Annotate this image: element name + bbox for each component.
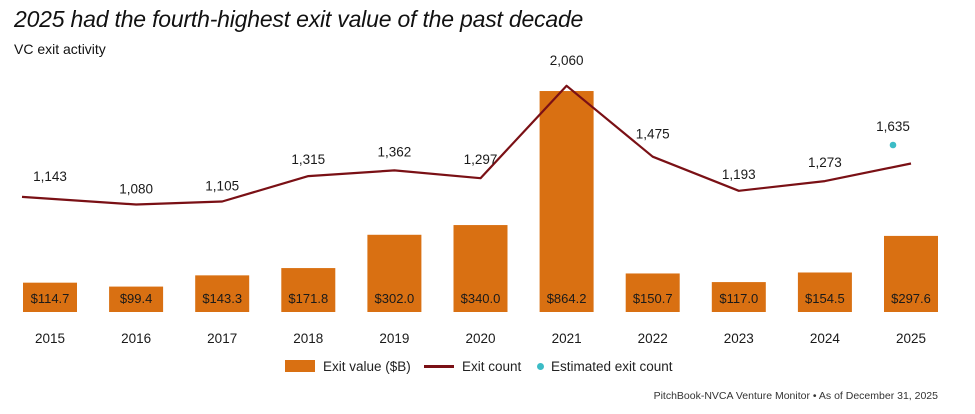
chart-subtitle: VC exit activity — [14, 41, 106, 57]
ticks-layer: 2015 2016 2017 2018 2019 2020 2021 2022 2023 2024… — [35, 331, 926, 346]
bar-label-2020: $340.0 — [461, 291, 501, 306]
exit-count-label-2020: 1,297 — [464, 152, 498, 167]
bar-2024 — [797, 272, 852, 312]
exit-count-label-2018: 1,315 — [291, 152, 325, 167]
exit-count-label-2022: 1,475 — [636, 127, 670, 142]
legend-swatch-bar — [285, 360, 315, 372]
bar-label-2015: $114.7 — [31, 291, 70, 306]
legend-label-exit-value: Exit value ($B) — [323, 358, 411, 374]
x-tick-2023: 2023 — [724, 331, 754, 346]
legend-label-estimated: Estimated exit count — [551, 358, 673, 374]
legend-item-exit-count: Exit count — [424, 356, 521, 376]
x-tick-2016: 2016 — [121, 331, 151, 346]
bar-2022 — [625, 273, 680, 312]
bar-2015 — [23, 282, 77, 312]
bar-label-2024: $154.5 — [805, 291, 845, 306]
bar-label-2018: $171.8 — [288, 291, 328, 306]
x-tick-2022: 2022 — [638, 331, 668, 346]
x-tick-2021: 2021 — [552, 331, 582, 346]
bar-2019 — [367, 234, 422, 312]
x-tick-2015: 2015 — [35, 331, 65, 346]
source-note: PitchBook-NVCA Venture Monitor • As of D… — [653, 390, 938, 402]
exit-count-label-2021: 2,060 — [550, 53, 584, 68]
labels-layer: $114.7 $99.4 $143.3 $171.8 $302.0 $340.0 $864.… — [31, 53, 931, 306]
x-tick-2019: 2019 — [379, 331, 409, 346]
bar-label-2023: $117.0 — [719, 291, 758, 306]
legend-item-exit-value: Exit value ($B) — [285, 356, 411, 376]
legend-item-estimated: Estimated exit count — [537, 356, 673, 376]
bars-layer — [23, 91, 938, 312]
exit-count-label-2016: 1,080 — [119, 182, 153, 197]
x-tick-2025: 2025 — [896, 331, 926, 346]
estimated-exit-count-dot — [889, 141, 897, 149]
x-tick-2020: 2020 — [465, 331, 495, 346]
x-tick-2024: 2024 — [810, 331, 841, 346]
bar-label-2025: $297.6 — [891, 291, 931, 306]
line-layer — [21, 84, 912, 206]
bar-2017 — [195, 275, 250, 312]
exit-count-label-2015: 1,143 — [33, 169, 67, 184]
legend-swatch-line — [424, 364, 454, 368]
exit-count-label-2019: 1,362 — [378, 144, 412, 159]
bar-label-2022: $150.7 — [633, 291, 673, 306]
legend-label-exit-count: Exit count — [462, 358, 522, 374]
bar-label-2016: $99.4 — [120, 291, 153, 306]
bar-2025 — [884, 235, 938, 312]
bar-label-2017: $143.3 — [202, 291, 242, 306]
bar-label-2019: $302.0 — [375, 291, 415, 306]
legend-swatch-dot — [537, 362, 544, 370]
x-tick-2017: 2017 — [207, 331, 237, 346]
bar-2020 — [453, 225, 508, 312]
estimated-exit-count-label: 1,635 — [876, 119, 910, 134]
exit-count-label-2024: 1,273 — [808, 155, 842, 170]
exit-count-line — [21, 84, 912, 206]
bar-2023 — [711, 282, 766, 312]
legend: Exit value ($B) Exit count Estimated exi… — [0, 356, 975, 376]
exit-count-label-2023: 1,193 — [722, 167, 756, 182]
bar-label-2021: $864.2 — [547, 291, 587, 306]
bar-2018 — [281, 268, 336, 312]
chart-title: 2025 had the fourth-highest exit value o… — [14, 6, 584, 32]
x-tick-2018: 2018 — [293, 331, 323, 346]
bar-2016 — [109, 286, 164, 312]
exit-count-label-2017: 1,105 — [205, 178, 239, 193]
bar-2021 — [539, 91, 594, 312]
